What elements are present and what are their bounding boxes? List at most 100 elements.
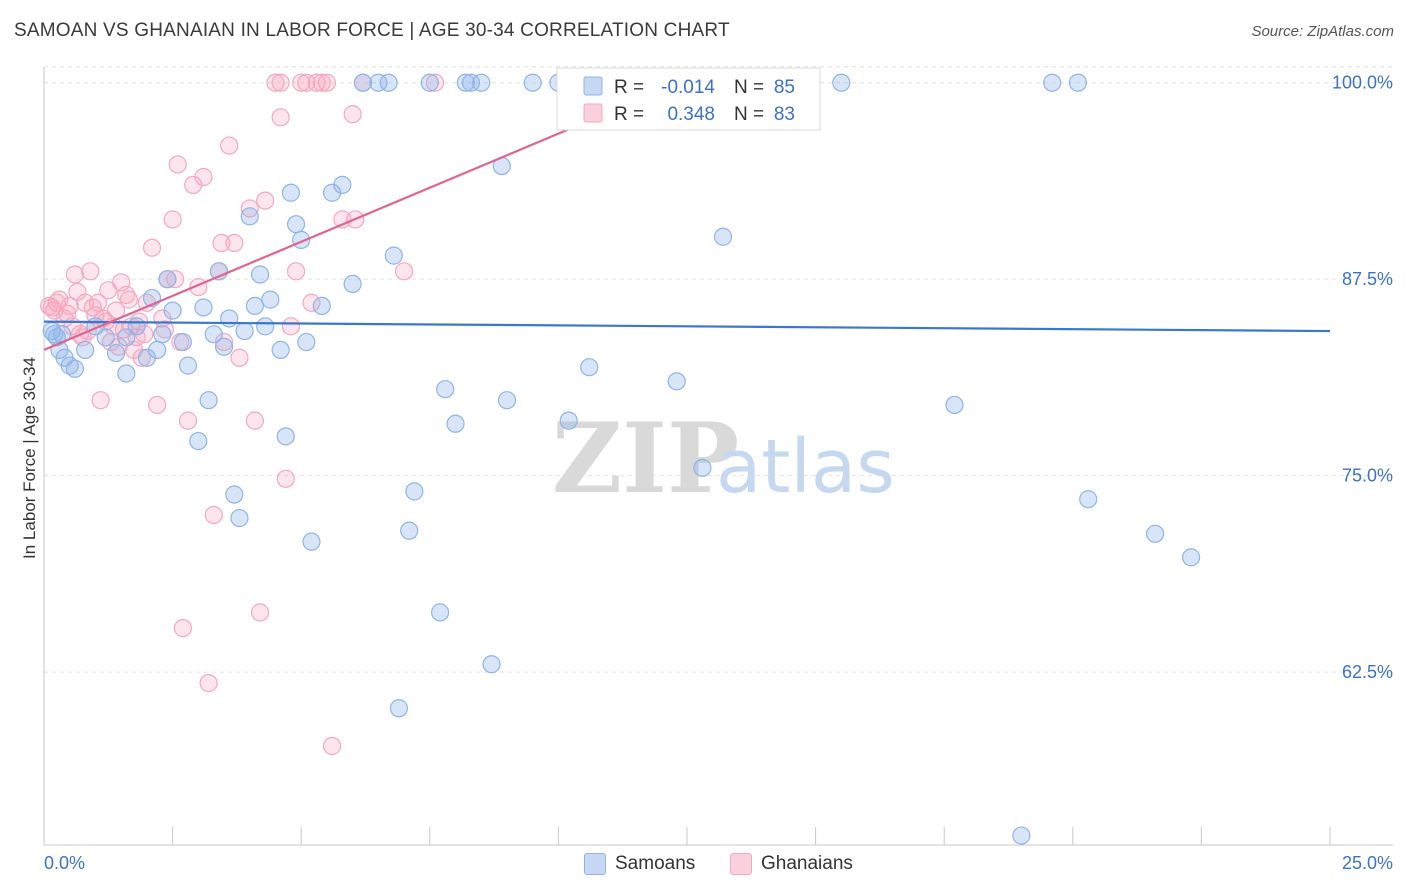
data-point [60,356,79,375]
data-point [148,395,167,415]
stats-swatch [583,103,603,123]
data-point [163,210,182,229]
data-point [91,391,110,410]
stats-r-label: R = [614,104,644,125]
data-point [50,290,69,309]
stats-r-value: -0.014 [661,77,715,98]
data-point [204,325,223,344]
data-point [106,343,126,363]
data-point [281,183,301,202]
legend-item-samoans[interactable]: Samoans [584,853,695,875]
data-point [302,293,321,312]
data-point [240,199,259,218]
data-point [166,270,185,289]
data-point [436,380,455,399]
data-point [155,320,174,339]
data-point [945,395,964,415]
data-point [135,325,154,344]
data-point [312,73,331,92]
data-point [245,296,265,316]
stats-r-value: 0.348 [667,104,715,125]
data-point [199,674,218,693]
data-point [199,391,218,410]
data-point [307,73,326,92]
y-tick-label: 62.5% [1342,662,1393,682]
series-samoans-points [42,73,1201,845]
data-point [99,281,118,300]
data-point [148,340,167,360]
watermark-zip: ZIP [552,402,739,515]
trend-line-samoans [43,320,1331,333]
data-point [261,290,280,309]
data-point [271,108,290,127]
data-point [292,73,311,92]
data-point [189,431,208,451]
chart-source: Source: ZipAtlas.com [1251,23,1394,40]
data-point [225,233,244,253]
data-point [405,482,424,501]
data-point [214,337,234,356]
data-point [286,262,306,281]
series-ghanaians-points [40,73,445,756]
data-point [117,364,136,383]
data-point [580,358,599,377]
data-point [343,105,362,124]
data-point [230,348,249,367]
x-tick-labels: 0.0% 25.0% [44,853,1393,873]
data-point [456,73,475,92]
data-point [245,411,265,430]
data-point [322,736,342,756]
data-point [276,469,295,488]
data-point [389,699,409,718]
stats-legend: R = -0.014 N = 85 R = 0.348 N = 83 [556,67,821,131]
data-point [117,285,136,304]
data-point [281,317,301,336]
data-point [302,532,321,551]
watermark-atlas: atlas [716,424,895,510]
stats-n-label: N = [734,104,764,125]
data-point [286,215,306,234]
data-point [173,619,192,638]
y-tick-label: 100.0% [1332,73,1393,93]
data-point [1012,826,1031,845]
data-point [384,246,403,265]
data-point [1182,548,1201,567]
data-point [76,340,95,360]
data-point [400,521,419,540]
legend-item-ghanaians[interactable]: Ghanaians [730,853,853,875]
data-point [713,227,733,246]
data-point [173,332,192,352]
data-point [117,328,136,347]
stats-n-label: N = [734,77,764,98]
data-point [482,655,501,674]
data-point [142,238,162,257]
axes [43,67,1393,846]
data-point [693,458,712,477]
data-point [1043,73,1062,92]
stats-r-label: R = [614,77,644,98]
legend-swatch-ghanaians [730,853,752,875]
data-point [153,325,172,344]
legend-swatch-samoans [584,853,606,875]
data-point [119,290,138,309]
stats-n-value: 83 [774,104,795,125]
data-point [297,332,316,352]
data-point [168,155,187,174]
data-point [1068,73,1088,92]
data-point [369,73,388,92]
data-point [667,372,686,391]
data-point [194,298,213,317]
data-point [446,414,465,433]
data-point [220,309,239,328]
data-point [220,136,239,155]
y-tick-labels: 62.5% 75.0% 87.5% 100.0% [1332,73,1393,682]
data-point [68,282,87,301]
data-point [1146,524,1165,543]
data-point [333,175,352,194]
stats-n-value: 85 [774,77,795,98]
y-axis-label: In Labor Force | Age 30-34 [20,357,39,559]
series-legend: Samoans Ghanaians [0,850,1406,880]
data-point [132,348,151,367]
data-point [96,328,115,347]
data-point [317,73,337,92]
